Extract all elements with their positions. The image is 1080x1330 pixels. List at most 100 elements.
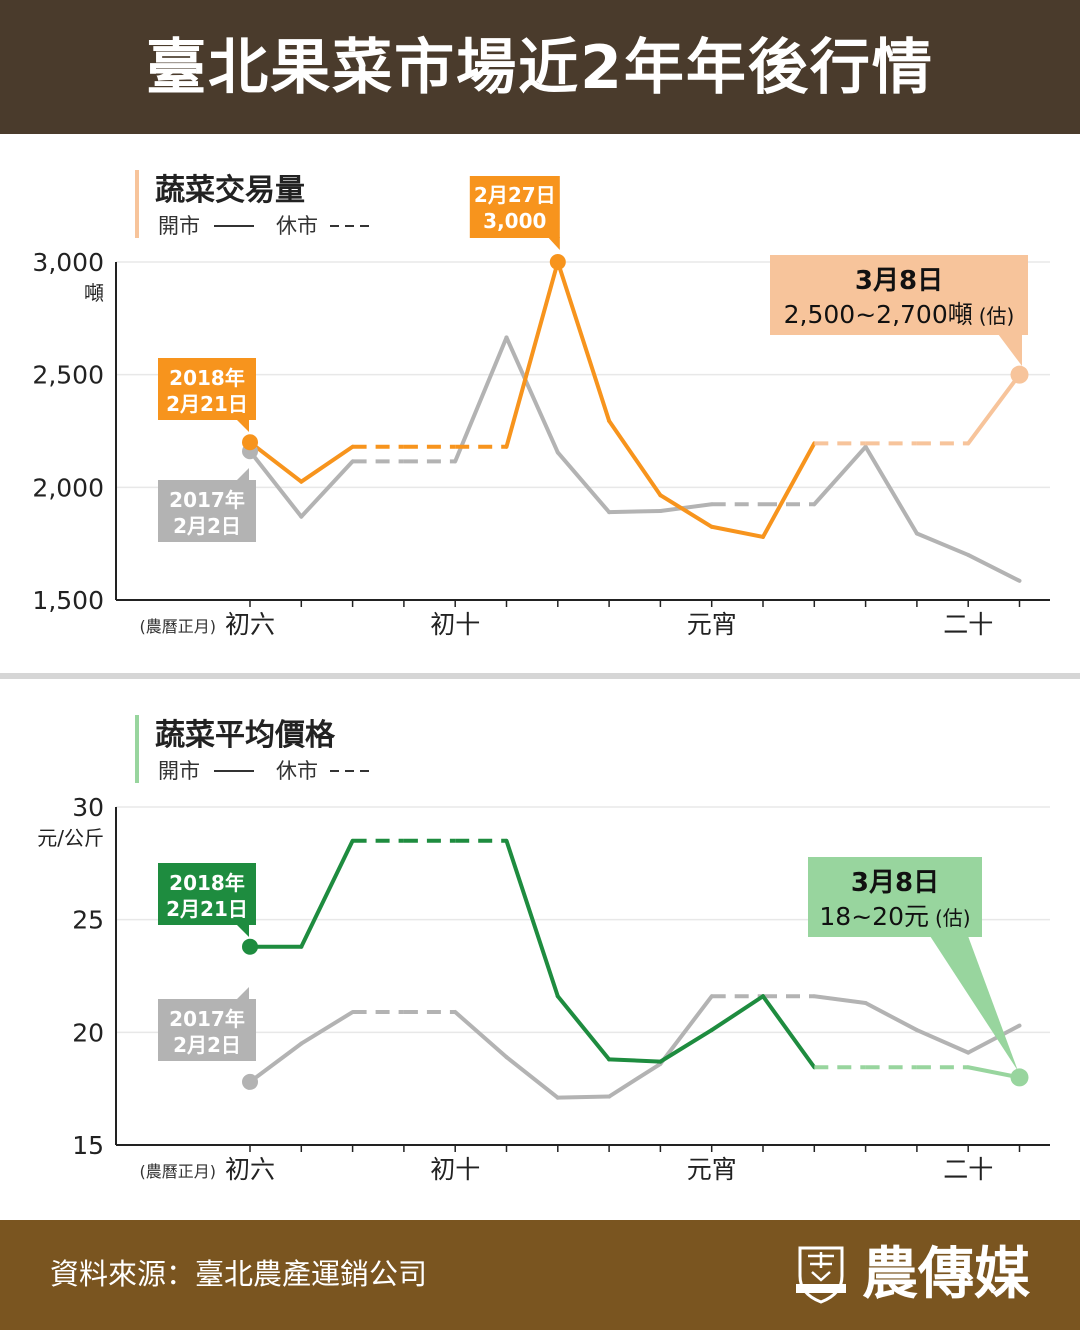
brand-name: 農傳媒	[862, 1241, 1030, 1307]
annotation-2018-year: 2018年	[169, 871, 245, 895]
series-y2018-segment	[709, 994, 765, 1033]
annotation-2017-pointer	[236, 468, 249, 481]
series-y2018-segment	[761, 441, 817, 539]
point-peak	[549, 254, 566, 270]
series-y2017-segment	[914, 1028, 971, 1055]
series-y2017-segment	[299, 459, 355, 519]
annotation-2017-pointer	[236, 987, 249, 1000]
page-title: 臺北果菜市場近2年年後行情	[146, 33, 934, 103]
x-tick-label: 元宵	[687, 1155, 737, 1184]
x-tick-label: 二十	[943, 1155, 993, 1184]
header-banner: 臺北果菜市場近2年年後行情	[0, 0, 1080, 134]
annotation-estimate-range: 18~20元	[819, 902, 929, 931]
annotation-2018-date: 2月21日	[166, 392, 248, 416]
series-y2018-segment	[607, 418, 663, 498]
chart-title: 蔬菜平均價格	[155, 718, 336, 753]
series-y2017-segment	[658, 502, 714, 513]
section-accent-bar	[135, 715, 139, 783]
annotation-2018-year: 2018年	[169, 366, 245, 390]
legend-closed-label: 休市	[276, 759, 318, 783]
x-axis-prefix: (農曆正月)	[140, 1162, 217, 1181]
series-y2017-segment	[453, 335, 509, 464]
annotation-estimate-flag: (估)	[935, 906, 971, 930]
series-y2018-segment	[658, 493, 714, 529]
annotation-estimate-box	[808, 857, 982, 937]
series-y2017-segment	[863, 444, 919, 536]
series-y2018-segment	[299, 838, 355, 949]
y-tick-label: 30	[72, 793, 104, 822]
y-tick-label: 2,000	[32, 473, 104, 502]
section-divider	[0, 673, 1080, 679]
point-estimate	[1010, 1068, 1029, 1087]
annotation-estimate-box	[770, 255, 1028, 335]
series-y2017-segment	[504, 1055, 560, 1100]
series-y2018-segment	[504, 838, 560, 999]
series-y2017-segment	[555, 1094, 612, 1100]
point-2018-start	[242, 938, 258, 955]
y-tick-label: 3,000	[32, 248, 104, 277]
series-y2017-segment	[658, 994, 714, 1066]
x-tick-label: 初十	[430, 610, 480, 639]
annotation-2018-pointer	[236, 924, 249, 937]
y-tick-label: 25	[72, 906, 104, 935]
annotation-2018-pointer	[236, 419, 249, 432]
annotation-estimate-range: 2,500~2,700噸	[784, 300, 973, 329]
series-y2018-segment	[555, 994, 612, 1062]
annotation-2017-date: 2月2日	[173, 514, 241, 538]
y-tick-label: 15	[72, 1131, 104, 1160]
annotation-2017-box	[158, 999, 256, 1061]
series-y2018-segment	[607, 1057, 663, 1064]
annotation-estimate-date: 3月8日	[855, 266, 943, 296]
series-y2017-segment	[607, 1061, 663, 1099]
series-y2017-segment	[966, 552, 1022, 583]
x-axis-prefix: (農曆正月)	[140, 617, 217, 636]
annotation-2017-box	[158, 480, 256, 542]
series-y2017-segment	[812, 994, 868, 1006]
annotation-2017-year: 2017年	[169, 1007, 245, 1031]
annotation-estimate-text: 18~20元 (估)	[819, 902, 970, 931]
chart-title: 蔬菜交易量	[155, 173, 305, 208]
series-y2018-segment	[248, 440, 304, 484]
series-y2017-segment	[504, 335, 560, 455]
series-y2018-segment	[658, 1028, 714, 1064]
annotation-2018-date: 2月21日	[166, 897, 248, 921]
y-unit-label: 噸	[84, 281, 104, 305]
annotation-estimate-text: 2,500~2,700噸 (估)	[784, 300, 1015, 329]
series-y2017-segment	[555, 450, 612, 515]
series-y2018-segment	[709, 524, 765, 539]
annotation-peak-value: 3,000	[483, 209, 546, 233]
x-tick-label: 初六	[225, 1155, 275, 1184]
annotation-estimate-pointer	[998, 334, 1022, 366]
series-y2017-segment	[248, 449, 304, 519]
series-y2017-segment	[607, 508, 663, 515]
x-tick-label: 初六	[225, 610, 275, 639]
x-tick-label: 二十	[943, 610, 993, 639]
annotation-2017-year: 2017年	[169, 488, 245, 512]
point-2018-start	[242, 434, 258, 451]
section-accent-bar	[135, 170, 139, 238]
x-tick-label: 元宵	[687, 610, 737, 639]
point-2017-start	[242, 1073, 258, 1090]
series-y2018-segment	[504, 260, 560, 449]
footer: 資料來源：臺北農產運銷公司 農傳媒	[0, 1220, 1080, 1330]
annotation-peak-date: 2月27日	[474, 183, 556, 207]
annotation-2018-box	[158, 358, 256, 420]
series-y2017-segment	[914, 531, 971, 557]
point-estimate	[1010, 365, 1029, 384]
y-tick-label: 1,500	[32, 586, 104, 615]
series-y2017-segment	[299, 1010, 355, 1046]
series-y2017-segment	[453, 1010, 509, 1060]
harvest-logo-icon	[796, 1246, 846, 1304]
series-y2017-segment	[966, 1023, 1022, 1055]
annotation-2017-date: 2月2日	[173, 1033, 241, 1057]
series-y2017-segment	[812, 444, 868, 507]
annotation-peak-box	[469, 176, 560, 238]
series-y2018-segment	[299, 444, 355, 484]
data-source: 資料來源：臺北農產運銷公司	[50, 1257, 428, 1291]
y-unit-label: 元/公斤	[37, 826, 104, 850]
series-y2018-segment	[555, 260, 612, 423]
annotation-peak-pointer	[547, 237, 560, 250]
annotation-estimate-flag: (估)	[979, 304, 1015, 328]
